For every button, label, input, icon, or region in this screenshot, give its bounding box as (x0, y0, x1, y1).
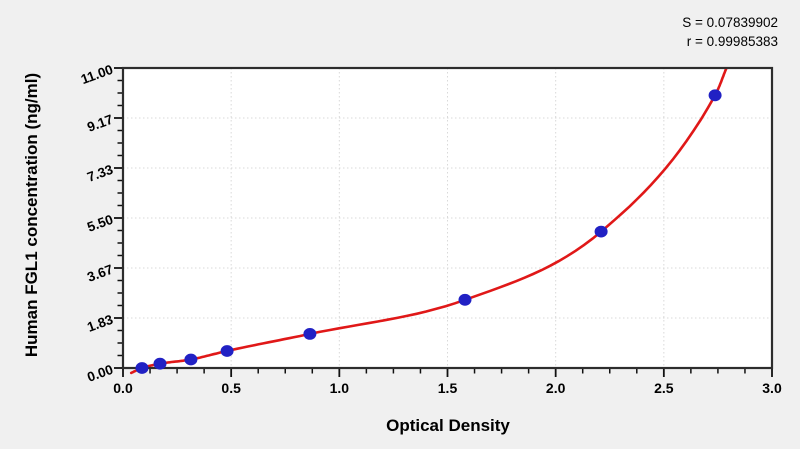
data-point (220, 345, 234, 357)
data-point (594, 225, 608, 238)
x-tick-label: 3.0 (762, 380, 782, 396)
stat-r-value: r = 0.99985383 (687, 34, 778, 49)
y-tick-label: 3.67 (85, 262, 115, 285)
y-tick-label: 1.83 (85, 312, 115, 335)
data-point (303, 328, 317, 340)
data-point (135, 362, 149, 374)
y-tick-label: 11.00 (79, 62, 115, 87)
data-point (184, 353, 198, 366)
x-tick-label: 0.5 (221, 380, 241, 396)
plot-border (121, 66, 774, 370)
y-tick-label: 0.00 (85, 362, 115, 385)
y-tick-label: 7.33 (85, 162, 115, 185)
x-tick-label: 1.5 (438, 380, 458, 396)
axis-ticks (114, 67, 773, 377)
data-point (458, 293, 472, 306)
plot-area: 0.0 0.5 1.0 1.5 2.0 2.5 3.0 0.00 1.83 3.67 5.50 7.3… (79, 62, 782, 396)
y-tick-label: 9.17 (85, 112, 115, 135)
x-tick-label: 2.5 (654, 380, 674, 396)
data-points (135, 89, 722, 374)
y-axis-title: Human FGL1 concentration (ng/ml) (22, 73, 41, 357)
x-tick-label: 1.0 (330, 380, 350, 396)
x-tick-label: 2.0 (546, 380, 566, 396)
x-tick-label: 0.0 (113, 380, 133, 396)
x-axis-title: Optical Density (386, 416, 510, 435)
y-tick-label: 5.50 (85, 212, 115, 235)
data-point (153, 357, 167, 370)
fitted-curve (129, 67, 729, 375)
stat-s-value: S = 0.07839902 (682, 15, 778, 30)
data-point (708, 89, 722, 102)
